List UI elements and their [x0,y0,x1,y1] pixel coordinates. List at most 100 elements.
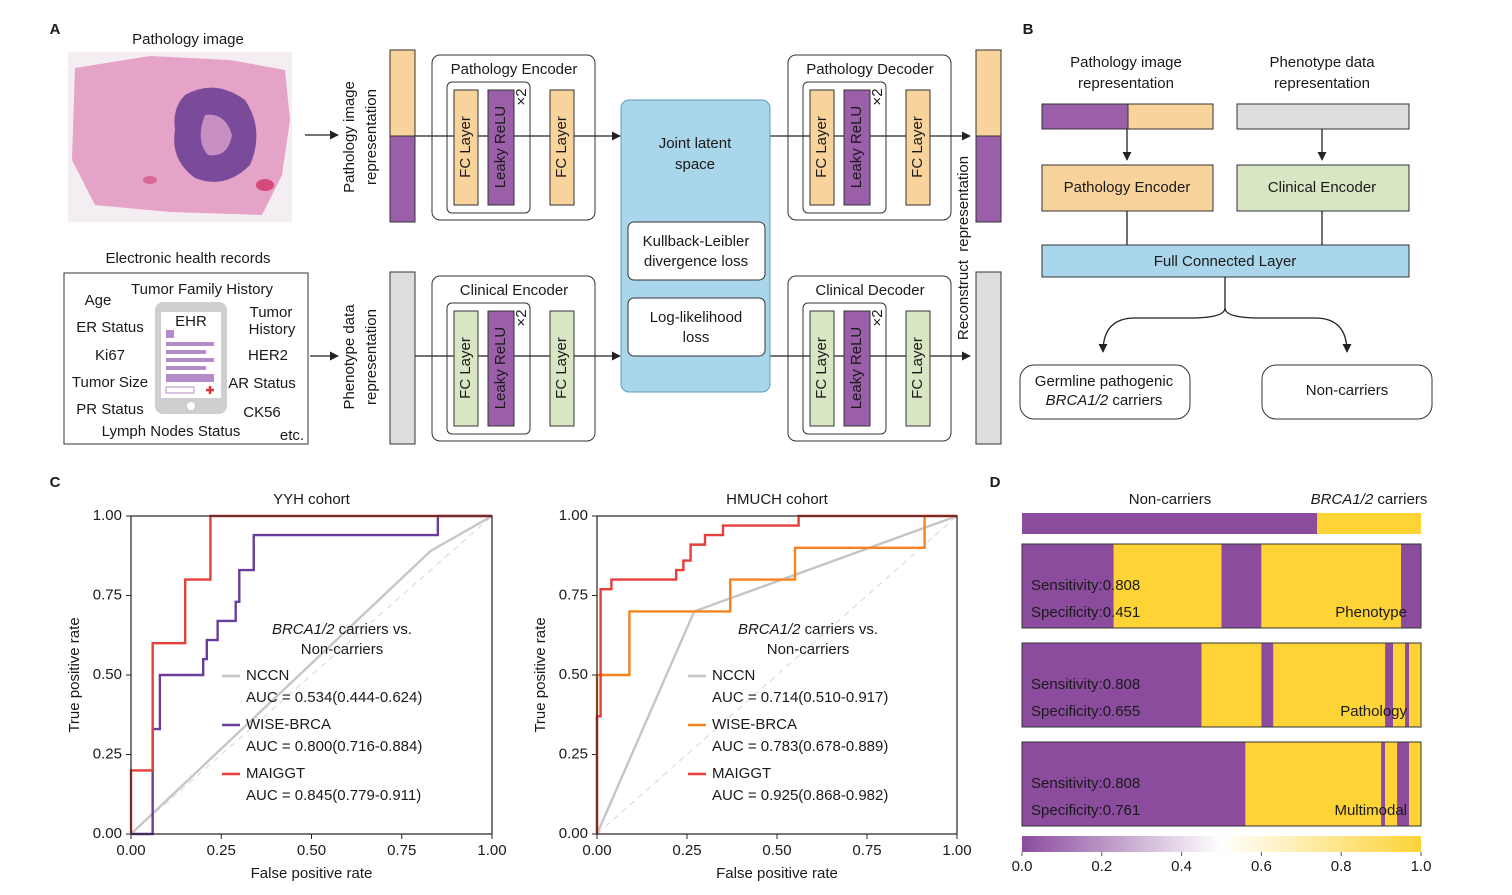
sensitivity: Sensitivity:0.808 [1031,676,1140,693]
colorbar-tick-label: 0.2 [1091,858,1112,875]
y-tick-label: 1.00 [93,507,122,524]
ehr-item: Tumor Family History [131,281,273,298]
x-tick-label: 0.25 [207,842,236,859]
rep-bar [1041,103,1129,130]
legend-title: Non-carriers [301,641,384,658]
layer [843,310,871,427]
input-title: Phenotype data [1269,54,1375,71]
latent-title: Joint latent [659,135,732,152]
ehr-item: Age [85,292,112,309]
segment [1397,742,1410,826]
latent-title: space [675,156,715,173]
layer-label: FC Layer [457,337,474,399]
input-label: Pathology image [341,81,358,193]
layer [843,89,871,206]
rep-bar [389,271,416,445]
segment [1385,742,1398,826]
layer-label: Leaky ReLU [848,327,865,410]
connector [1224,307,1352,353]
x-tick-label: 0.50 [297,842,326,859]
legend-title: BRCA1/2 carriers vs. [272,621,412,638]
repeat-label: ×2 [869,88,886,105]
roc-curve [595,514,957,834]
pathology-image [68,52,292,222]
italic-text: BRCA1/2 [272,621,335,638]
segment [1381,742,1386,826]
ehr-item: ER Status [76,319,144,336]
text: carriers [1373,491,1427,508]
segment [1409,643,1421,727]
ehr-title: Electronic health records [105,250,270,267]
rep-bar [389,135,416,223]
roc-curve [129,514,492,834]
italic-text: BRCA1/2 [1046,392,1109,409]
text: carriers [1108,392,1162,409]
x-tick-label: 0.00 [582,842,611,859]
chart-title: YYH cohort [273,491,351,508]
row-frame [1021,642,1422,728]
colorbar-tick-label: 1.0 [1411,858,1432,875]
encoder-title: Clinical Encoder [460,282,568,299]
layer [809,310,835,427]
repeat-label: ×2 [513,309,530,326]
panel-label: A [50,21,61,38]
roc-curve [130,514,493,835]
segment [1113,544,1222,628]
panel-label: D [990,474,1001,491]
segment [1317,513,1421,534]
layer [453,89,479,206]
loss-label: Log-likelihood [650,309,743,326]
layer-label: FC Layer [909,116,926,178]
encoder-box [1236,164,1410,212]
specificity: Specificity:0.451 [1031,604,1140,621]
repeat-label: ×2 [513,88,530,105]
ehr-item: AR Status [228,375,296,392]
outcome-label: Germline pathogenic [1035,373,1174,390]
output-label: Reconstruct representation [955,156,972,340]
rep-bar [1127,103,1214,130]
colorbar-tick-label: 0.0 [1012,858,1033,875]
layer [809,89,835,206]
legend-label: MAIGGT [246,765,305,782]
row-name: Pathology [1340,703,1407,720]
segment [1022,544,1114,628]
layer [905,310,931,427]
segment [1261,544,1402,628]
loss-box [627,297,766,357]
row-name: Phenotype [1335,604,1407,621]
legend-label: NCCN [712,667,755,684]
segment [1401,544,1421,628]
input-title: Pathology image [1070,54,1182,71]
legend-auc: AUC = 0.534(0.444-0.624) [246,689,422,706]
row-frame [1021,543,1422,629]
layer-label: Leaky ReLU [492,327,509,410]
segment [1245,742,1382,826]
loss-label: divergence loss [644,253,748,270]
layer [549,310,575,427]
outcome-box [1261,364,1433,420]
legend-title: BRCA1/2 carriers vs. [738,621,878,638]
segment [1393,643,1406,727]
roc-curve [131,514,492,836]
colorbar [1022,836,1421,852]
connector [1098,277,1226,353]
colorbar-tick-label: 0.6 [1251,858,1272,875]
outcome-label: Non-carriers [1306,382,1389,399]
encoder-label: Clinical Encoder [1268,179,1376,196]
italic-text: BRCA1/2 [1311,491,1374,508]
layer-label: FC Layer [553,116,570,178]
x-tick-label: 1.00 [477,842,506,859]
encoder-label: Pathology Encoder [1064,179,1191,196]
row-name: Multimodal [1334,802,1407,819]
segment [1409,742,1421,826]
layer-label: FC Layer [909,337,926,399]
plot-frame [596,515,958,835]
fusion-box [1041,244,1410,278]
text: carriers vs. [335,621,413,638]
rep-bar [975,49,1002,137]
input-label: representation [363,309,380,405]
y-tick-label: 0.25 [559,745,588,762]
encoder-title: Pathology Decoder [806,61,934,78]
layer [487,89,515,206]
